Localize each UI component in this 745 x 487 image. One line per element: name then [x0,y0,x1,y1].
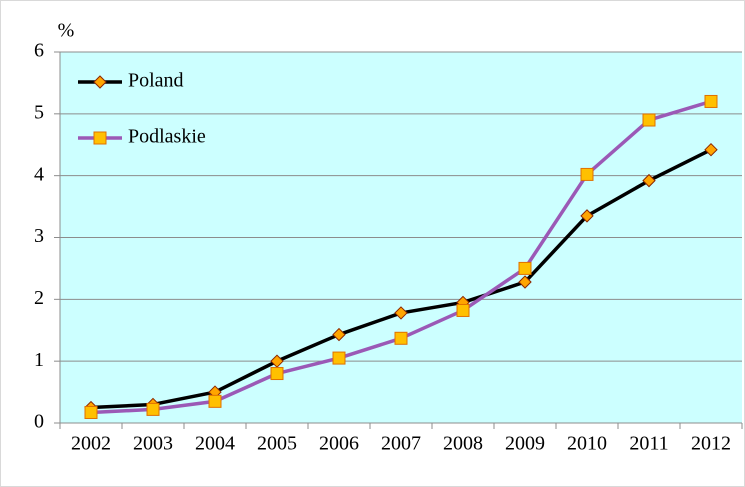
x-tick-label: 2002 [71,433,111,455]
x-tick-label: 2009 [505,433,545,455]
marker [332,327,346,342]
y-tick-label: 2 [34,287,44,309]
marker [208,394,222,408]
marker [704,94,718,108]
y-axis-label: % [58,20,75,42]
marker [146,402,160,416]
x-tick-label: 2010 [567,433,607,455]
y-tick-label: 4 [34,163,44,185]
marker [93,75,107,89]
marker [456,303,470,317]
legend-label: Podlaskie [128,126,206,148]
x-tick-label: 2005 [257,433,297,455]
marker [704,142,718,157]
x-tick-label: 2011 [629,433,668,455]
marker [270,367,284,381]
x-tick-label: 2012 [691,433,731,455]
legend-label: Poland [128,70,184,92]
x-tick-label: 2008 [443,433,483,455]
marker [642,113,656,127]
y-tick-label: 0 [34,411,44,433]
marker [332,351,346,365]
marker [518,261,532,275]
x-tick-label: 2006 [319,433,359,455]
marker [580,209,594,223]
marker [518,275,532,289]
x-tick-label: 2004 [195,433,235,455]
marker [93,131,107,145]
y-tick-label: 5 [34,101,44,123]
marker [394,306,408,320]
marker [642,173,656,188]
y-tick-label: 6 [34,40,44,62]
marker [580,167,594,181]
x-tick-label: 2003 [133,433,173,455]
y-tick-label: 1 [34,349,44,371]
marker [394,331,408,345]
x-tick-label: 2007 [381,433,421,455]
marker [84,405,98,419]
y-tick-label: 3 [34,225,44,247]
